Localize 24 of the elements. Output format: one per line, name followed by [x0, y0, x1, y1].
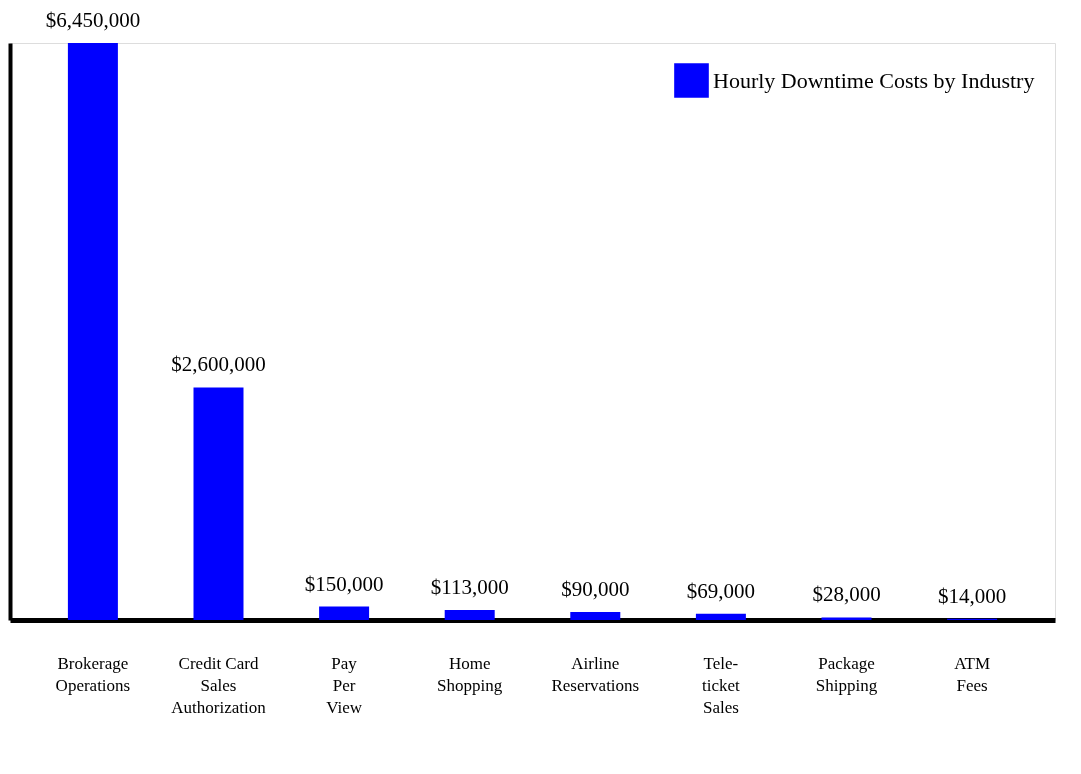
bar	[695, 613, 746, 620]
data-label: $150,000	[304, 571, 384, 596]
x-tick-label: Brokerage Operations	[55, 653, 131, 695]
x-tick-label: Pay Per View	[326, 653, 363, 717]
x-tick-label: Home Shopping	[437, 653, 503, 695]
bar	[570, 611, 621, 620]
legend-label: Hourly Downtime Costs by Industry	[713, 67, 1035, 93]
data-label: $28,000	[812, 582, 881, 607]
bar	[821, 617, 872, 620]
data-label: $69,000	[686, 578, 756, 603]
bar	[67, 43, 118, 620]
data-label: $6,450,000	[45, 8, 141, 32]
data-label: $2,600,000	[171, 352, 266, 377]
x-tick-label: ATM Fees	[954, 653, 991, 695]
x-tick-label: Package Shipping	[815, 653, 878, 695]
bar	[319, 606, 370, 620]
bar	[444, 609, 495, 620]
data-label: $14,000	[937, 583, 1007, 608]
data-label: $113,000	[430, 574, 509, 599]
x-tick-label: Credit Card Sales Authorization	[171, 653, 267, 717]
x-tick-label: Airline Reservations	[551, 653, 640, 695]
x-tick-label: Tele- ticket Sales	[702, 653, 741, 717]
bar	[193, 387, 244, 620]
data-label: $90,000	[561, 576, 630, 601]
